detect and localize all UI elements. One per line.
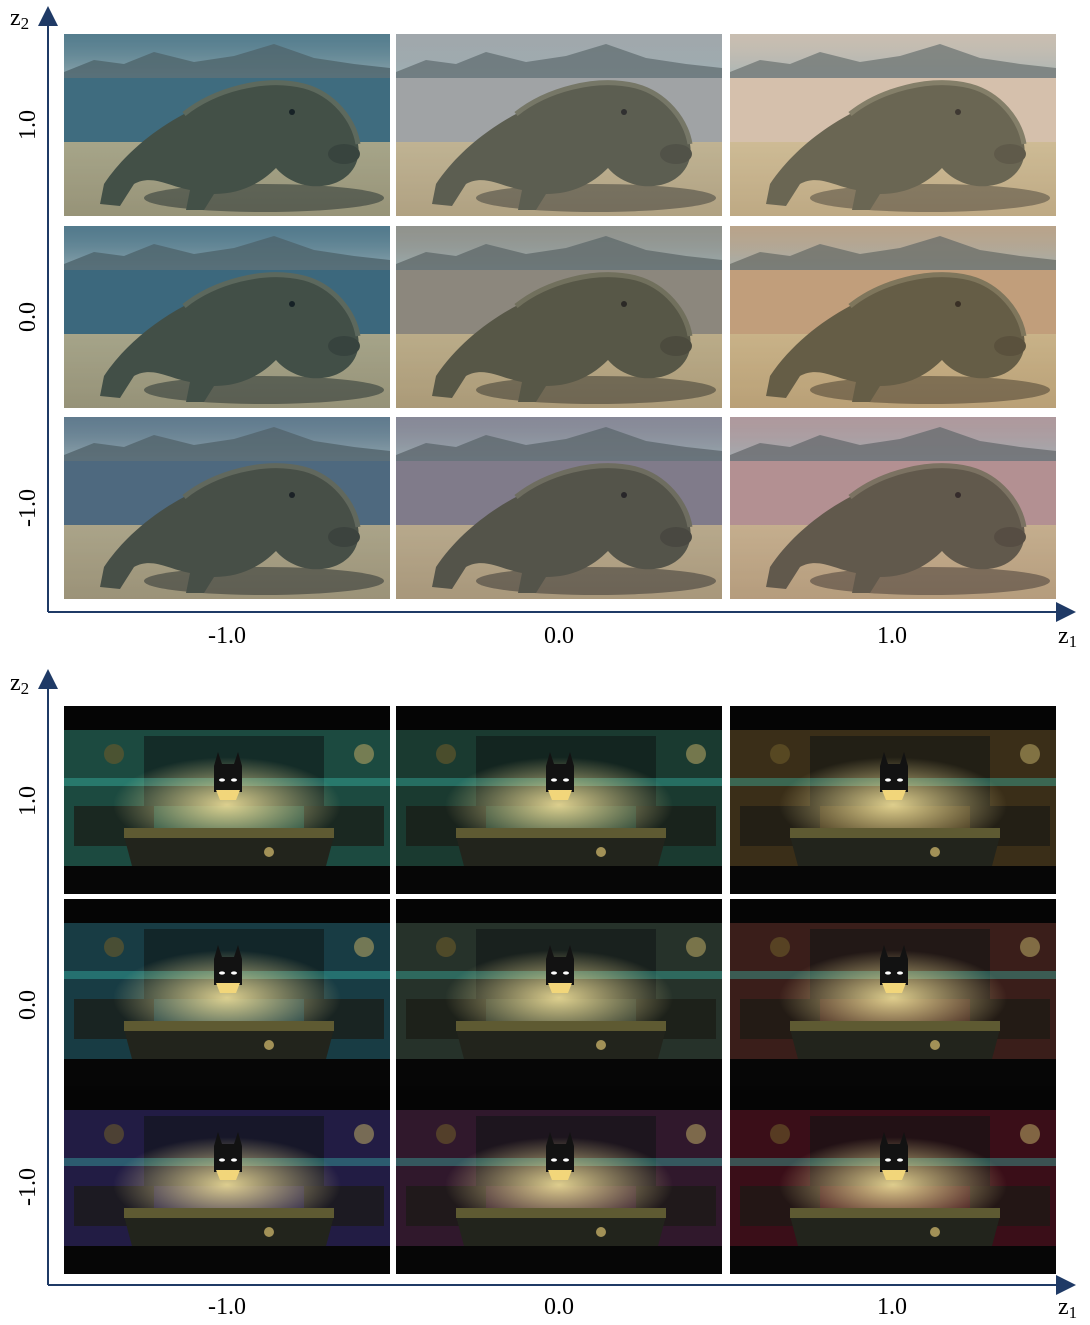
bottom-x-tick: -1.0 [208,1294,246,1320]
bottom-x-axis-label: z1 [1058,1294,1078,1322]
top-y-tick: -1.0 [15,489,41,527]
komodo-image-cell [730,34,1056,216]
top-figure-panel: z2 z1 -1.0 0.0 1.0 1.0 0.0 -1.0 [0,0,1090,662]
batman-image-cell [730,706,1056,894]
top-axes [38,6,1076,622]
top-x-axis-label: z1 [1058,623,1078,651]
bottom-y-tick: 0.0 [15,990,41,1020]
top-x-tick: -1.0 [208,623,246,649]
top-x-tick: 1.0 [877,623,907,649]
batman-image-cell [730,1086,1056,1274]
bottom-x-tick: 1.0 [877,1294,907,1320]
top-x-tick: 0.0 [544,623,574,649]
batman-image-cell [64,1086,390,1274]
bottom-figure-panel: z2 z1 -1.0 0.0 1.0 1.0 0.0 -1.0 [0,663,1090,1325]
bottom-axes [38,669,1076,1295]
komodo-image-cell [396,34,722,216]
komodo-image-cell [64,226,390,408]
komodo-image-cell [64,417,390,599]
top-y-axis-label: z2 [10,5,30,33]
komodo-image-cell [730,417,1056,599]
bottom-y-tick: 1.0 [15,786,41,816]
batman-image-cell [396,899,722,1087]
komodo-image-cell [730,226,1056,408]
batman-image-cell [396,706,722,894]
bottom-y-axis-label: z2 [10,670,30,698]
batman-image-cell [730,899,1056,1087]
top-y-tick: 1.0 [15,110,41,140]
top-y-tick: 0.0 [15,302,41,332]
batman-image-cell [64,706,390,894]
komodo-image-cell [396,226,722,408]
komodo-image-cell [64,34,390,216]
batman-image-cell [64,899,390,1087]
bottom-x-tick: 0.0 [544,1294,574,1320]
batman-image-cell [396,1086,722,1274]
komodo-image-cell [396,417,722,599]
bottom-y-tick: -1.0 [15,1168,41,1206]
